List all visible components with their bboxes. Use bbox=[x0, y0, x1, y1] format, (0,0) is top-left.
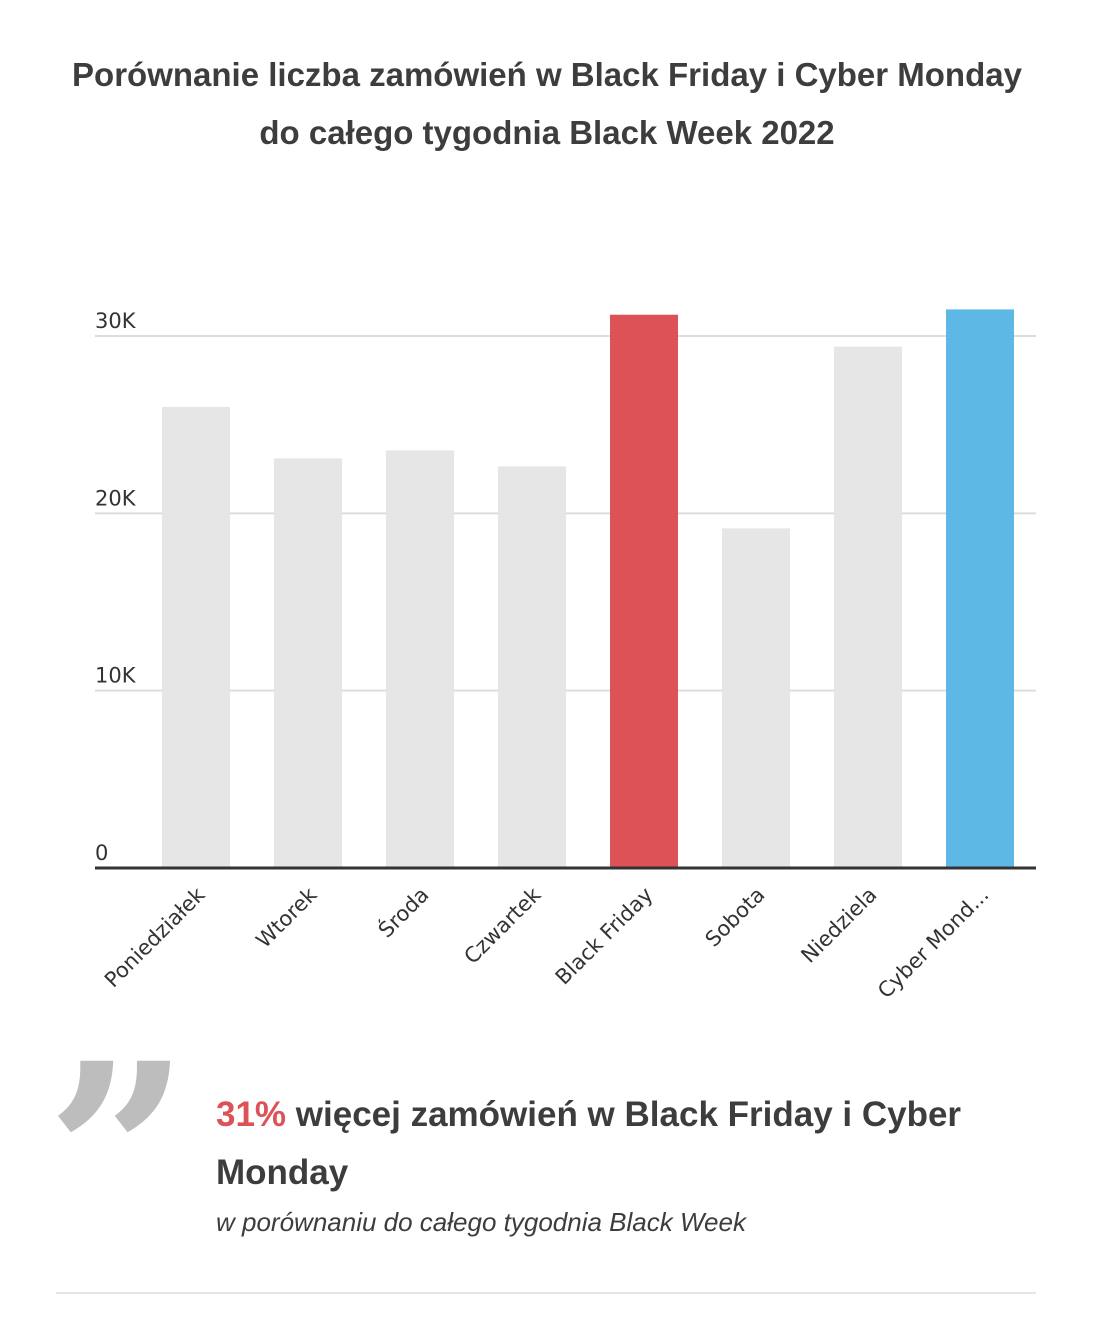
bar bbox=[498, 466, 566, 868]
quote-icon: ” bbox=[46, 1008, 190, 1302]
x-tick-label: Black Friday bbox=[551, 883, 658, 990]
bar bbox=[274, 458, 342, 868]
bar bbox=[610, 314, 678, 869]
x-tick-label: Wtorek bbox=[251, 882, 322, 953]
x-tick-label: Środa bbox=[373, 882, 434, 943]
callout-subtext: w porównaniu do całego tygodnia Black We… bbox=[216, 1207, 746, 1237]
callout-text: więcej zamówień w Black Friday i Cyber M… bbox=[216, 1095, 962, 1192]
y-tick-label: 0 bbox=[95, 841, 108, 865]
divider bbox=[56, 1292, 1036, 1294]
bars bbox=[162, 309, 1014, 869]
x-tick-label: Poniedziałek bbox=[100, 882, 210, 992]
bar bbox=[834, 346, 902, 868]
y-axis-ticks: 0 10K 20K 30K bbox=[95, 309, 137, 865]
x-tick-label: Cyber Mond... bbox=[873, 883, 993, 1003]
callout-headline: 31% więcej zamówień w Black Friday i Cyb… bbox=[216, 1086, 1016, 1202]
bar bbox=[722, 528, 790, 868]
bar bbox=[386, 450, 454, 868]
y-tick-label: 20K bbox=[95, 486, 137, 510]
x-tick-label: Czwartek bbox=[459, 882, 546, 969]
y-tick-label: 30K bbox=[95, 309, 137, 333]
x-tick-label: Niedziela bbox=[796, 883, 881, 968]
bar-chart: 0 10K 20K 30K Poniedziałek Wtorek Środa Czwart… bbox=[95, 309, 1036, 1003]
y-tick-label: 10K bbox=[95, 664, 137, 688]
bar bbox=[162, 406, 230, 868]
callout-percent: 31% bbox=[216, 1095, 287, 1134]
callout: 31% więcej zamówień w Black Friday i Cyb… bbox=[216, 1086, 1016, 1240]
x-tick-label: Sobota bbox=[701, 883, 770, 952]
chart-title: Porównanie liczba zamówień w Black Frida… bbox=[72, 56, 1022, 151]
bar bbox=[946, 309, 1014, 868]
x-axis-labels: Poniedziałek Wtorek Środa Czwartek Black Fri… bbox=[100, 882, 994, 1003]
